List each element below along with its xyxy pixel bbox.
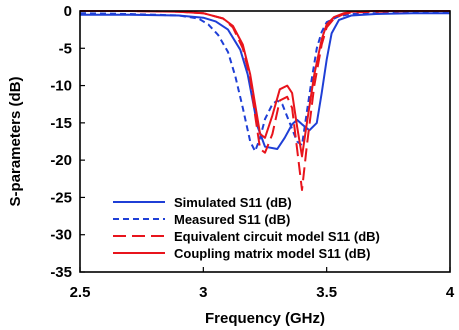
x-tick-label: 3 [199,284,207,301]
legend-label-2: Measured S11 (dB) [174,212,290,227]
plot-lines [79,10,450,191]
series-line-3 [80,10,450,191]
x-tick-label: 3.5 [316,284,337,301]
legend-label-3: Equivalent circuit model S11 (dB) [174,229,380,244]
x-axis-title: Frequency (GHz) [205,310,325,327]
series-line-2 [79,11,450,153]
y-tick-label: -5 [59,40,72,57]
legend-label-1: Simulated S11 (dB) [174,195,292,210]
y-tick-label: -25 [50,189,72,206]
x-tick-label: 2.5 [70,284,91,301]
series-line-1 [80,12,450,150]
series-line-4 [80,10,450,158]
plot-frame [79,10,451,273]
y-tick-label: -35 [50,264,72,281]
y-tick-label: -10 [50,78,72,95]
y-axis-title: S-parameters (dB) [7,76,24,206]
y-tick-label: 0 [64,3,72,20]
legend: Simulated S11 (dB) Measured S11 (dB) Equiv… [113,195,380,261]
axis-ticks: 2.5 3 3.5 4 0 -5 -10 -15 -20 -25 -30 -35 [50,3,455,301]
y-tick-label: -15 [50,115,72,132]
y-tick-label: -30 [50,227,72,244]
y-tick-label: -20 [50,152,72,169]
x-tick-label: 4 [446,284,455,301]
legend-label-4: Coupling matrix model S11 (dB) [174,246,370,261]
